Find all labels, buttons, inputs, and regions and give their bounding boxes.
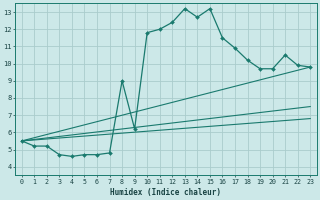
- X-axis label: Humidex (Indice chaleur): Humidex (Indice chaleur): [110, 188, 221, 197]
